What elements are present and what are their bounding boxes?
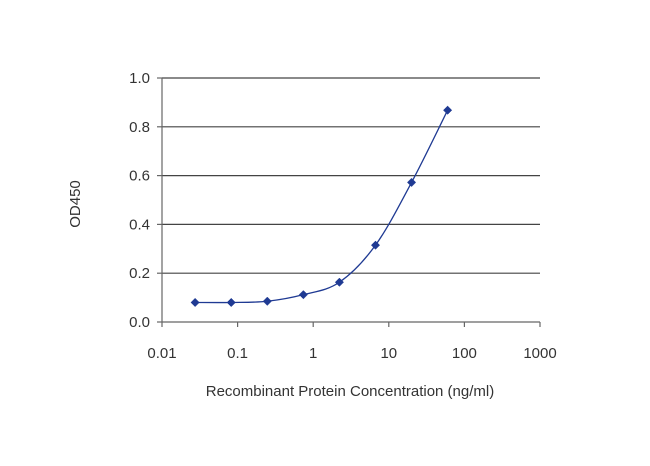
x-tick-label-4: 100 [452, 345, 477, 362]
data-point-4 [334, 277, 344, 287]
y-tick-label-0: 0.0 [129, 314, 150, 331]
x-tick-label-5: 1000 [523, 345, 556, 362]
data-point-7 [443, 105, 453, 115]
y-tick-label-3: 0.6 [129, 168, 150, 185]
y-tick-label-1: 0.2 [129, 265, 150, 282]
data-point-2 [262, 296, 272, 306]
y-tick-label-5: 1.0 [129, 70, 150, 87]
x-tick-label-2: 1 [309, 345, 317, 362]
tick-labels: 0.0 0.2 0.4 0.6 0.8 1.0 0.01 0.1 1 10 100 1000 [129, 70, 557, 362]
y-tick-label-4: 0.8 [129, 119, 150, 136]
axes [157, 77, 541, 327]
x-axis-label: Recombinant Protein Concentration (ng/ml… [206, 383, 494, 400]
y-tick-label-2: 0.4 [129, 216, 150, 233]
data-point-3 [298, 290, 308, 300]
x-tick-label-1: 0.1 [227, 345, 248, 362]
x-tick-label-3: 10 [380, 345, 397, 362]
grid-lines [162, 77, 540, 274]
data-point-1 [226, 297, 236, 308]
x-tick-label-0: 0.01 [147, 345, 176, 362]
data-point-5 [370, 240, 381, 250]
data-point-6 [407, 177, 417, 187]
y-axis-label: OD450 [67, 180, 84, 228]
series-layer [190, 105, 453, 308]
data-point-0 [190, 297, 200, 308]
